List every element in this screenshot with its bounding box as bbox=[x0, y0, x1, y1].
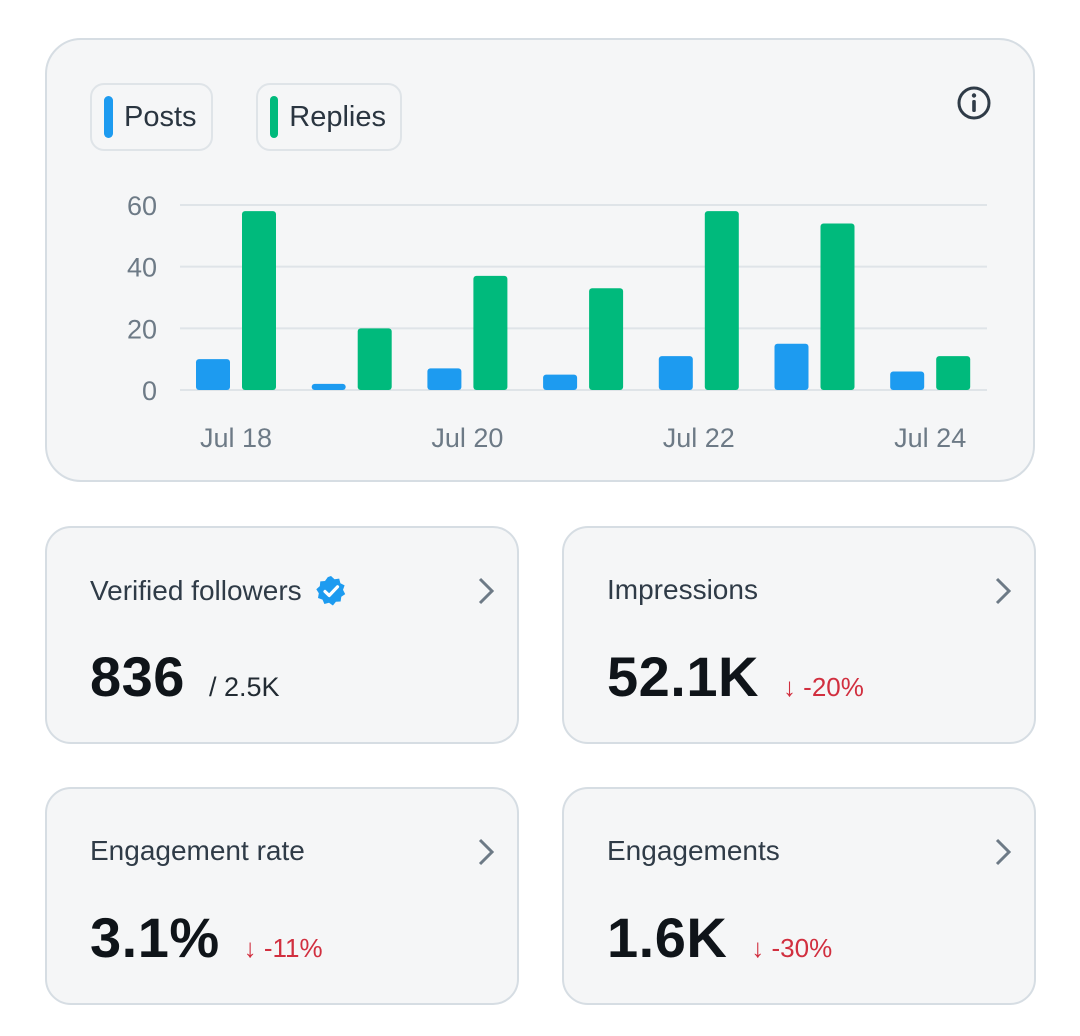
chevron-right-icon bbox=[995, 838, 1012, 866]
verified-badge-icon bbox=[315, 576, 345, 606]
replies-bar-jul-23[interactable] bbox=[820, 223, 855, 391]
stat-value: 3.1% bbox=[90, 906, 220, 969]
posts-swatch bbox=[104, 96, 113, 138]
stat-value: 52.1K bbox=[607, 645, 759, 708]
posts-bar-jul-18[interactable] bbox=[196, 359, 230, 390]
legend-posts-label: Posts bbox=[124, 100, 197, 133]
stat-value: 1.6K bbox=[607, 906, 728, 969]
posts-bar-jul-20[interactable] bbox=[427, 368, 462, 390]
info-icon[interactable] bbox=[955, 84, 993, 122]
analytics-chart-card: 0 20 40 60 Jul 18 Jul 20 Jul 22 Jul 24 Posts Re… bbox=[45, 38, 1035, 482]
stat-change: ↓ -20% bbox=[782, 672, 864, 702]
posts-bar-jul-24[interactable] bbox=[890, 371, 925, 391]
posts-bar-jul-23[interactable] bbox=[774, 343, 809, 390]
posts-bar-jul-22[interactable] bbox=[658, 356, 693, 390]
stat-value-row: 836 / 2.5K bbox=[90, 644, 279, 709]
chevron-right-icon bbox=[995, 577, 1012, 605]
verified-followers-title: Verified followers bbox=[90, 574, 348, 608]
stat-change: ↓ -11% bbox=[243, 933, 323, 963]
legend-posts-toggle[interactable]: Posts bbox=[90, 83, 213, 151]
impressions-card[interactable]: Impressions 52.1K ↓ -20% bbox=[562, 526, 1036, 744]
y-tick-label: 60 bbox=[127, 191, 157, 221]
replies-swatch bbox=[270, 96, 279, 138]
replies-bar-jul-21[interactable] bbox=[589, 288, 624, 390]
stat-value-row: 1.6K ↓ -30% bbox=[607, 905, 832, 970]
y-tick-label: 0 bbox=[142, 376, 157, 406]
legend-replies-label: Replies bbox=[289, 100, 386, 133]
chevron-right-icon bbox=[478, 838, 495, 866]
stat-change: ↓ -30% bbox=[751, 933, 833, 963]
replies-bar-jul-20[interactable] bbox=[473, 275, 508, 390]
stat-total: / 2.5K bbox=[208, 672, 280, 702]
replies-bar-jul-24[interactable] bbox=[936, 356, 971, 390]
x-tick-label: Jul 20 bbox=[431, 423, 503, 453]
y-tick-label: 20 bbox=[127, 314, 157, 344]
x-tick-label: Jul 22 bbox=[663, 423, 735, 453]
replies-bar-jul-22[interactable] bbox=[704, 211, 739, 390]
replies-bar-jul-19[interactable] bbox=[357, 328, 392, 390]
verified-followers-card[interactable]: Verified followers 836 / 2.5K bbox=[45, 526, 519, 744]
chevron-right-icon bbox=[478, 577, 495, 605]
stat-value-row: 3.1% ↓ -11% bbox=[90, 905, 323, 970]
posts-bar-jul-19[interactable] bbox=[311, 383, 346, 390]
engagements-title: Engagements bbox=[607, 835, 780, 866]
impressions-title: Impressions bbox=[607, 574, 758, 605]
engagement-rate-title: Engagement rate bbox=[90, 835, 305, 866]
x-tick-label: Jul 18 bbox=[200, 423, 272, 453]
x-tick-label: Jul 24 bbox=[894, 423, 966, 453]
engagements-card[interactable]: Engagements 1.6K ↓ -30% bbox=[562, 787, 1036, 1005]
stat-title-text: Verified followers bbox=[90, 575, 302, 606]
stat-value-row: 52.1K ↓ -20% bbox=[607, 644, 864, 709]
legend-replies-toggle[interactable]: Replies bbox=[256, 83, 402, 151]
replies-bar-jul-18[interactable] bbox=[242, 211, 276, 390]
y-tick-label: 40 bbox=[127, 253, 157, 283]
engagement-rate-card[interactable]: Engagement rate 3.1% ↓ -11% bbox=[45, 787, 519, 1005]
posts-bar-jul-21[interactable] bbox=[543, 374, 578, 390]
bar-chart: 0 20 40 60 Jul 18 Jul 20 Jul 22 Jul 24 bbox=[127, 191, 987, 453]
stat-value: 836 bbox=[90, 645, 185, 708]
